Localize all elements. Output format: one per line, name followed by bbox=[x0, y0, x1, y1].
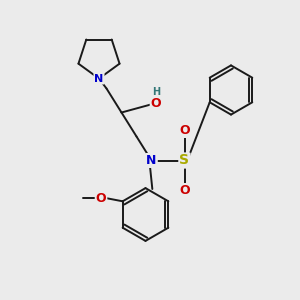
Text: O: O bbox=[179, 184, 190, 197]
Text: O: O bbox=[96, 192, 106, 205]
Text: H: H bbox=[152, 87, 160, 97]
Text: O: O bbox=[179, 124, 190, 137]
Text: O: O bbox=[151, 97, 161, 110]
Text: N: N bbox=[94, 74, 103, 84]
Text: S: S bbox=[179, 154, 190, 167]
Text: N: N bbox=[146, 154, 157, 167]
